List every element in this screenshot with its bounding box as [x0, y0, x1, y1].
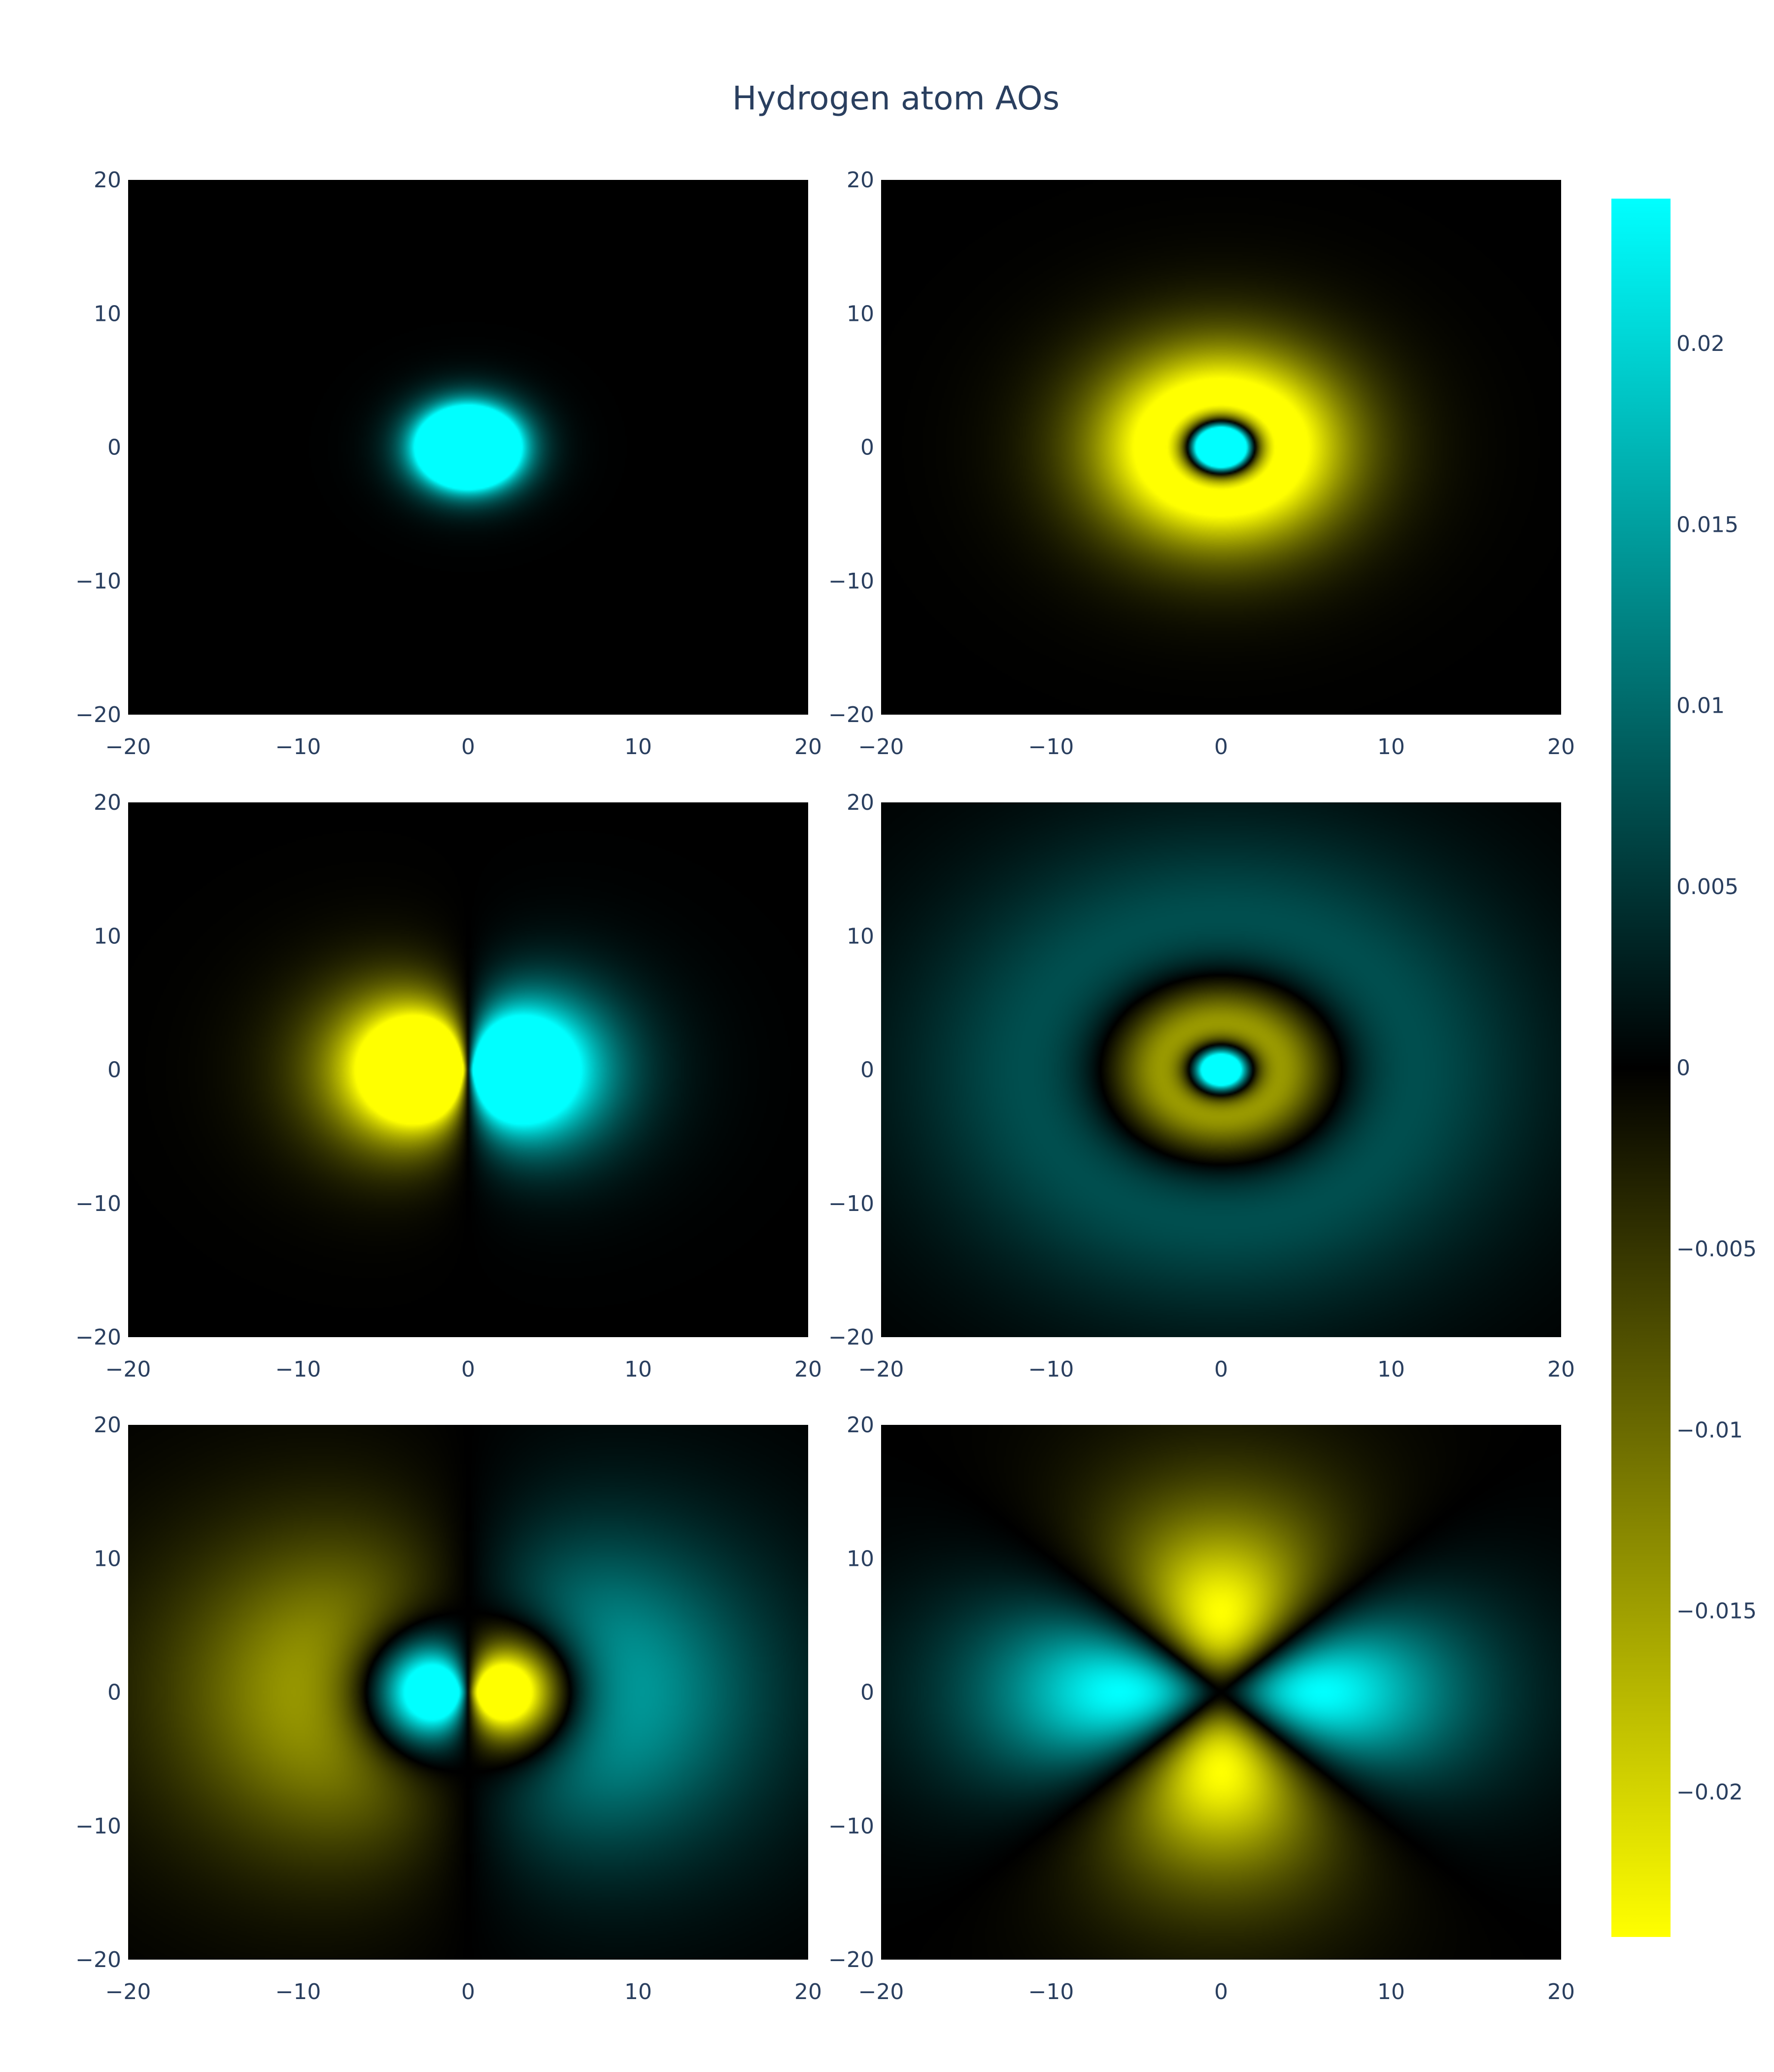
x-tick-label: −10 [275, 1979, 321, 2004]
x-tick-label: −10 [1028, 1979, 1074, 2004]
y-tick-label: −20 [828, 702, 874, 727]
x-tick-label: −20 [858, 1979, 904, 2004]
y-tick-label: 20 [847, 790, 874, 815]
y-tick-label: 20 [94, 1413, 121, 1438]
subplot-3d: −20 −10 0 10 20 −20 −10 0 10 20 [828, 1413, 1575, 2004]
x-tick-label: −20 [858, 1357, 904, 1382]
colorbar: 0.02 0.015 0.01 0.005 0 −0.005 −0.01 −0.015 −0.0… [1611, 199, 1757, 1937]
subplot-3p: −20 −10 0 10 20 −20 −10 0 10 20 [75, 1413, 822, 2004]
x-tick-label: −20 [858, 734, 904, 760]
y-tick-label: 10 [94, 924, 121, 949]
y-tick-label: 10 [847, 924, 874, 949]
subplot-3s: −20 −10 0 10 20 −20 −10 0 10 20 [828, 790, 1575, 1382]
x-tick-label: 0 [1214, 734, 1228, 760]
colorbar-tick-label: 0.01 [1676, 693, 1725, 719]
heatmap-1s [128, 180, 808, 715]
colorbar-tick-label: 0 [1676, 1056, 1690, 1081]
y-tick-label: −10 [75, 1191, 121, 1216]
y-tick-label: −20 [828, 1325, 874, 1350]
colorbar-tick-label: −0.02 [1676, 1780, 1743, 1805]
x-tick-label: 10 [1377, 1357, 1405, 1382]
chart-title: Hydrogen atom AOs [732, 79, 1059, 117]
y-tick-label: 10 [847, 301, 874, 326]
subplot-1s: −20 −10 0 10 20 −20 −10 0 10 20 [75, 168, 822, 760]
x-tick-label: 0 [461, 734, 475, 760]
x-tick-label: −20 [105, 1357, 151, 1382]
x-tick-label: 20 [794, 734, 822, 760]
x-tick-label: −20 [105, 734, 151, 760]
x-tick-label: −20 [105, 1979, 151, 2004]
colorbar-tick-label: −0.01 [1676, 1417, 1743, 1443]
x-tick-label: 20 [1547, 1357, 1575, 1382]
x-tick-label: −10 [275, 1357, 321, 1382]
y-tick-label: −10 [828, 1814, 874, 1839]
x-tick-label: −10 [275, 734, 321, 760]
y-tick-label: 10 [94, 301, 121, 326]
x-tick-label: 10 [624, 1979, 652, 2004]
x-tick-label: −10 [1028, 734, 1074, 760]
colorbar-tick-label: 0.015 [1676, 512, 1739, 537]
subplot-2s: −20 −10 0 10 20 −20 −10 0 10 20 [828, 168, 1575, 760]
y-tick-label: 0 [107, 1680, 121, 1705]
x-tick-label: 20 [1547, 1979, 1575, 2004]
y-tick-label: −10 [828, 569, 874, 594]
y-tick-label: 20 [94, 790, 121, 815]
colorbar-tick-label: −0.005 [1676, 1237, 1757, 1262]
x-tick-label: −10 [1028, 1357, 1074, 1382]
y-tick-label: −20 [828, 1947, 874, 1972]
colorbar-gradient [1611, 199, 1671, 1937]
x-tick-label: 0 [461, 1357, 475, 1382]
y-tick-label: −10 [828, 1191, 874, 1216]
y-tick-label: 0 [860, 1058, 874, 1083]
colorbar-tick-label: −0.015 [1676, 1599, 1757, 1624]
y-tick-label: 0 [107, 1058, 121, 1083]
y-tick-label: 10 [94, 1546, 121, 1571]
y-tick-label: −20 [75, 1325, 121, 1350]
y-tick-label: 0 [860, 435, 874, 460]
heatmap-2s [881, 180, 1561, 715]
y-tick-label: −10 [75, 569, 121, 594]
x-tick-label: 0 [461, 1979, 475, 2004]
x-tick-label: 0 [1214, 1357, 1228, 1382]
y-tick-label: 0 [860, 1680, 874, 1705]
subplot-2p: −20 −10 0 10 20 −20 −10 0 10 20 [75, 790, 822, 1382]
y-tick-label: −10 [75, 1814, 121, 1839]
x-tick-label: 10 [624, 734, 652, 760]
heatmap-3d [881, 1425, 1561, 1960]
x-tick-label: 10 [1377, 734, 1405, 760]
y-tick-label: −20 [75, 702, 121, 727]
x-tick-label: 20 [794, 1357, 822, 1382]
y-tick-label: 20 [847, 1413, 874, 1438]
y-tick-label: 20 [847, 168, 874, 193]
x-tick-label: 10 [624, 1357, 652, 1382]
y-tick-label: 20 [94, 168, 121, 193]
y-tick-label: 0 [107, 435, 121, 460]
colorbar-tick-label: 0.02 [1676, 331, 1725, 356]
heatmap-3s [881, 802, 1561, 1337]
x-tick-label: 10 [1377, 1979, 1405, 2004]
y-tick-label: −20 [75, 1947, 121, 1972]
heatmap-3p [128, 1425, 808, 1960]
x-tick-label: 20 [1547, 734, 1575, 760]
x-tick-label: 0 [1214, 1979, 1228, 2004]
heatmap-2p [128, 802, 808, 1337]
colorbar-tick-label: 0.005 [1676, 874, 1739, 899]
y-tick-label: 10 [847, 1546, 874, 1571]
x-tick-label: 20 [794, 1979, 822, 2004]
